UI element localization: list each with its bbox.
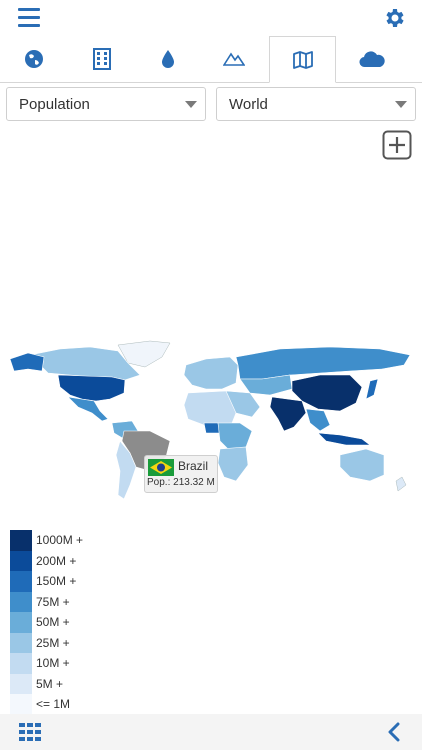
legend-label: 10M + [36, 656, 70, 670]
tab-map[interactable] [269, 36, 336, 83]
map-region-new-zealand [395, 476, 407, 492]
mountains-icon [223, 52, 245, 66]
map-region-usa [57, 374, 126, 402]
legend-label: 25M + [36, 635, 70, 650]
top-toolbar [0, 0, 422, 36]
tab-water[interactable] [136, 36, 200, 82]
map-region-japan [365, 378, 379, 400]
chevron-down-icon [395, 101, 407, 108]
gear-icon[interactable] [382, 6, 406, 30]
map-region-southern-africa [217, 446, 249, 482]
category-tabs [0, 36, 422, 83]
map-region-north-africa [183, 390, 237, 426]
map-region-mexico [67, 396, 109, 422]
bottom-toolbar [0, 714, 422, 750]
building-icon [93, 48, 111, 70]
legend-label: 5M + [36, 676, 64, 691]
grid-icon[interactable] [19, 723, 43, 741]
legend-swatch [10, 591, 32, 612]
tooltip-country-name: Brazil [178, 459, 209, 473]
plus-box-icon[interactable] [382, 130, 412, 160]
legend-label: 75M + [36, 594, 70, 609]
legend-swatch [10, 571, 32, 592]
tab-mountains[interactable] [200, 36, 268, 82]
legend-swatch [10, 530, 32, 551]
metric-select[interactable]: Population [6, 87, 206, 121]
map-region-india [269, 396, 307, 432]
legend-label: <= 1M [36, 697, 71, 711]
legend-label: 1000M + [36, 533, 84, 547]
region-select-value: World [229, 96, 268, 113]
legend-label: 50M + [36, 615, 70, 629]
legend-swatch [10, 550, 32, 571]
chevron-left-icon[interactable] [386, 722, 402, 742]
brazil-flag-icon [148, 459, 174, 476]
hamburger-menu-icon[interactable] [18, 8, 40, 28]
map-region-south-america-south [115, 440, 137, 500]
legend-label: 200M + [36, 553, 77, 568]
map-region-russia [235, 346, 411, 380]
map-region-europe [183, 356, 239, 390]
map-region-indonesia [317, 432, 371, 446]
tab-cloud[interactable] [337, 36, 407, 82]
legend-swatch [10, 653, 32, 674]
tab-globe[interactable] [0, 36, 68, 82]
legend-swatch [10, 694, 32, 715]
legend-swatch [10, 612, 32, 633]
region-select[interactable]: World [216, 87, 416, 121]
legend-swatch [10, 673, 32, 694]
cloud-icon [359, 51, 385, 68]
country-tooltip: Brazil Pop.: 213.32 M [144, 455, 218, 493]
map-region-southeast-asia [305, 408, 331, 432]
map-region-alaska [9, 352, 45, 372]
map-region-australia [339, 448, 385, 482]
tooltip-population-value: Pop.: 213.32 M [147, 477, 215, 488]
water-drop-icon [162, 50, 174, 68]
map-region-china [291, 374, 363, 412]
tab-building[interactable] [68, 36, 136, 82]
legend-label: 150M + [36, 574, 77, 588]
world-map[interactable] [0, 335, 422, 505]
globe-icon [25, 50, 43, 68]
map-icon [292, 50, 313, 69]
chevron-down-icon [185, 101, 197, 108]
legend-swatch [10, 632, 32, 653]
map-region-central-africa [217, 422, 253, 452]
metric-select-value: Population [19, 96, 90, 113]
map-region-nigeria [203, 422, 221, 434]
